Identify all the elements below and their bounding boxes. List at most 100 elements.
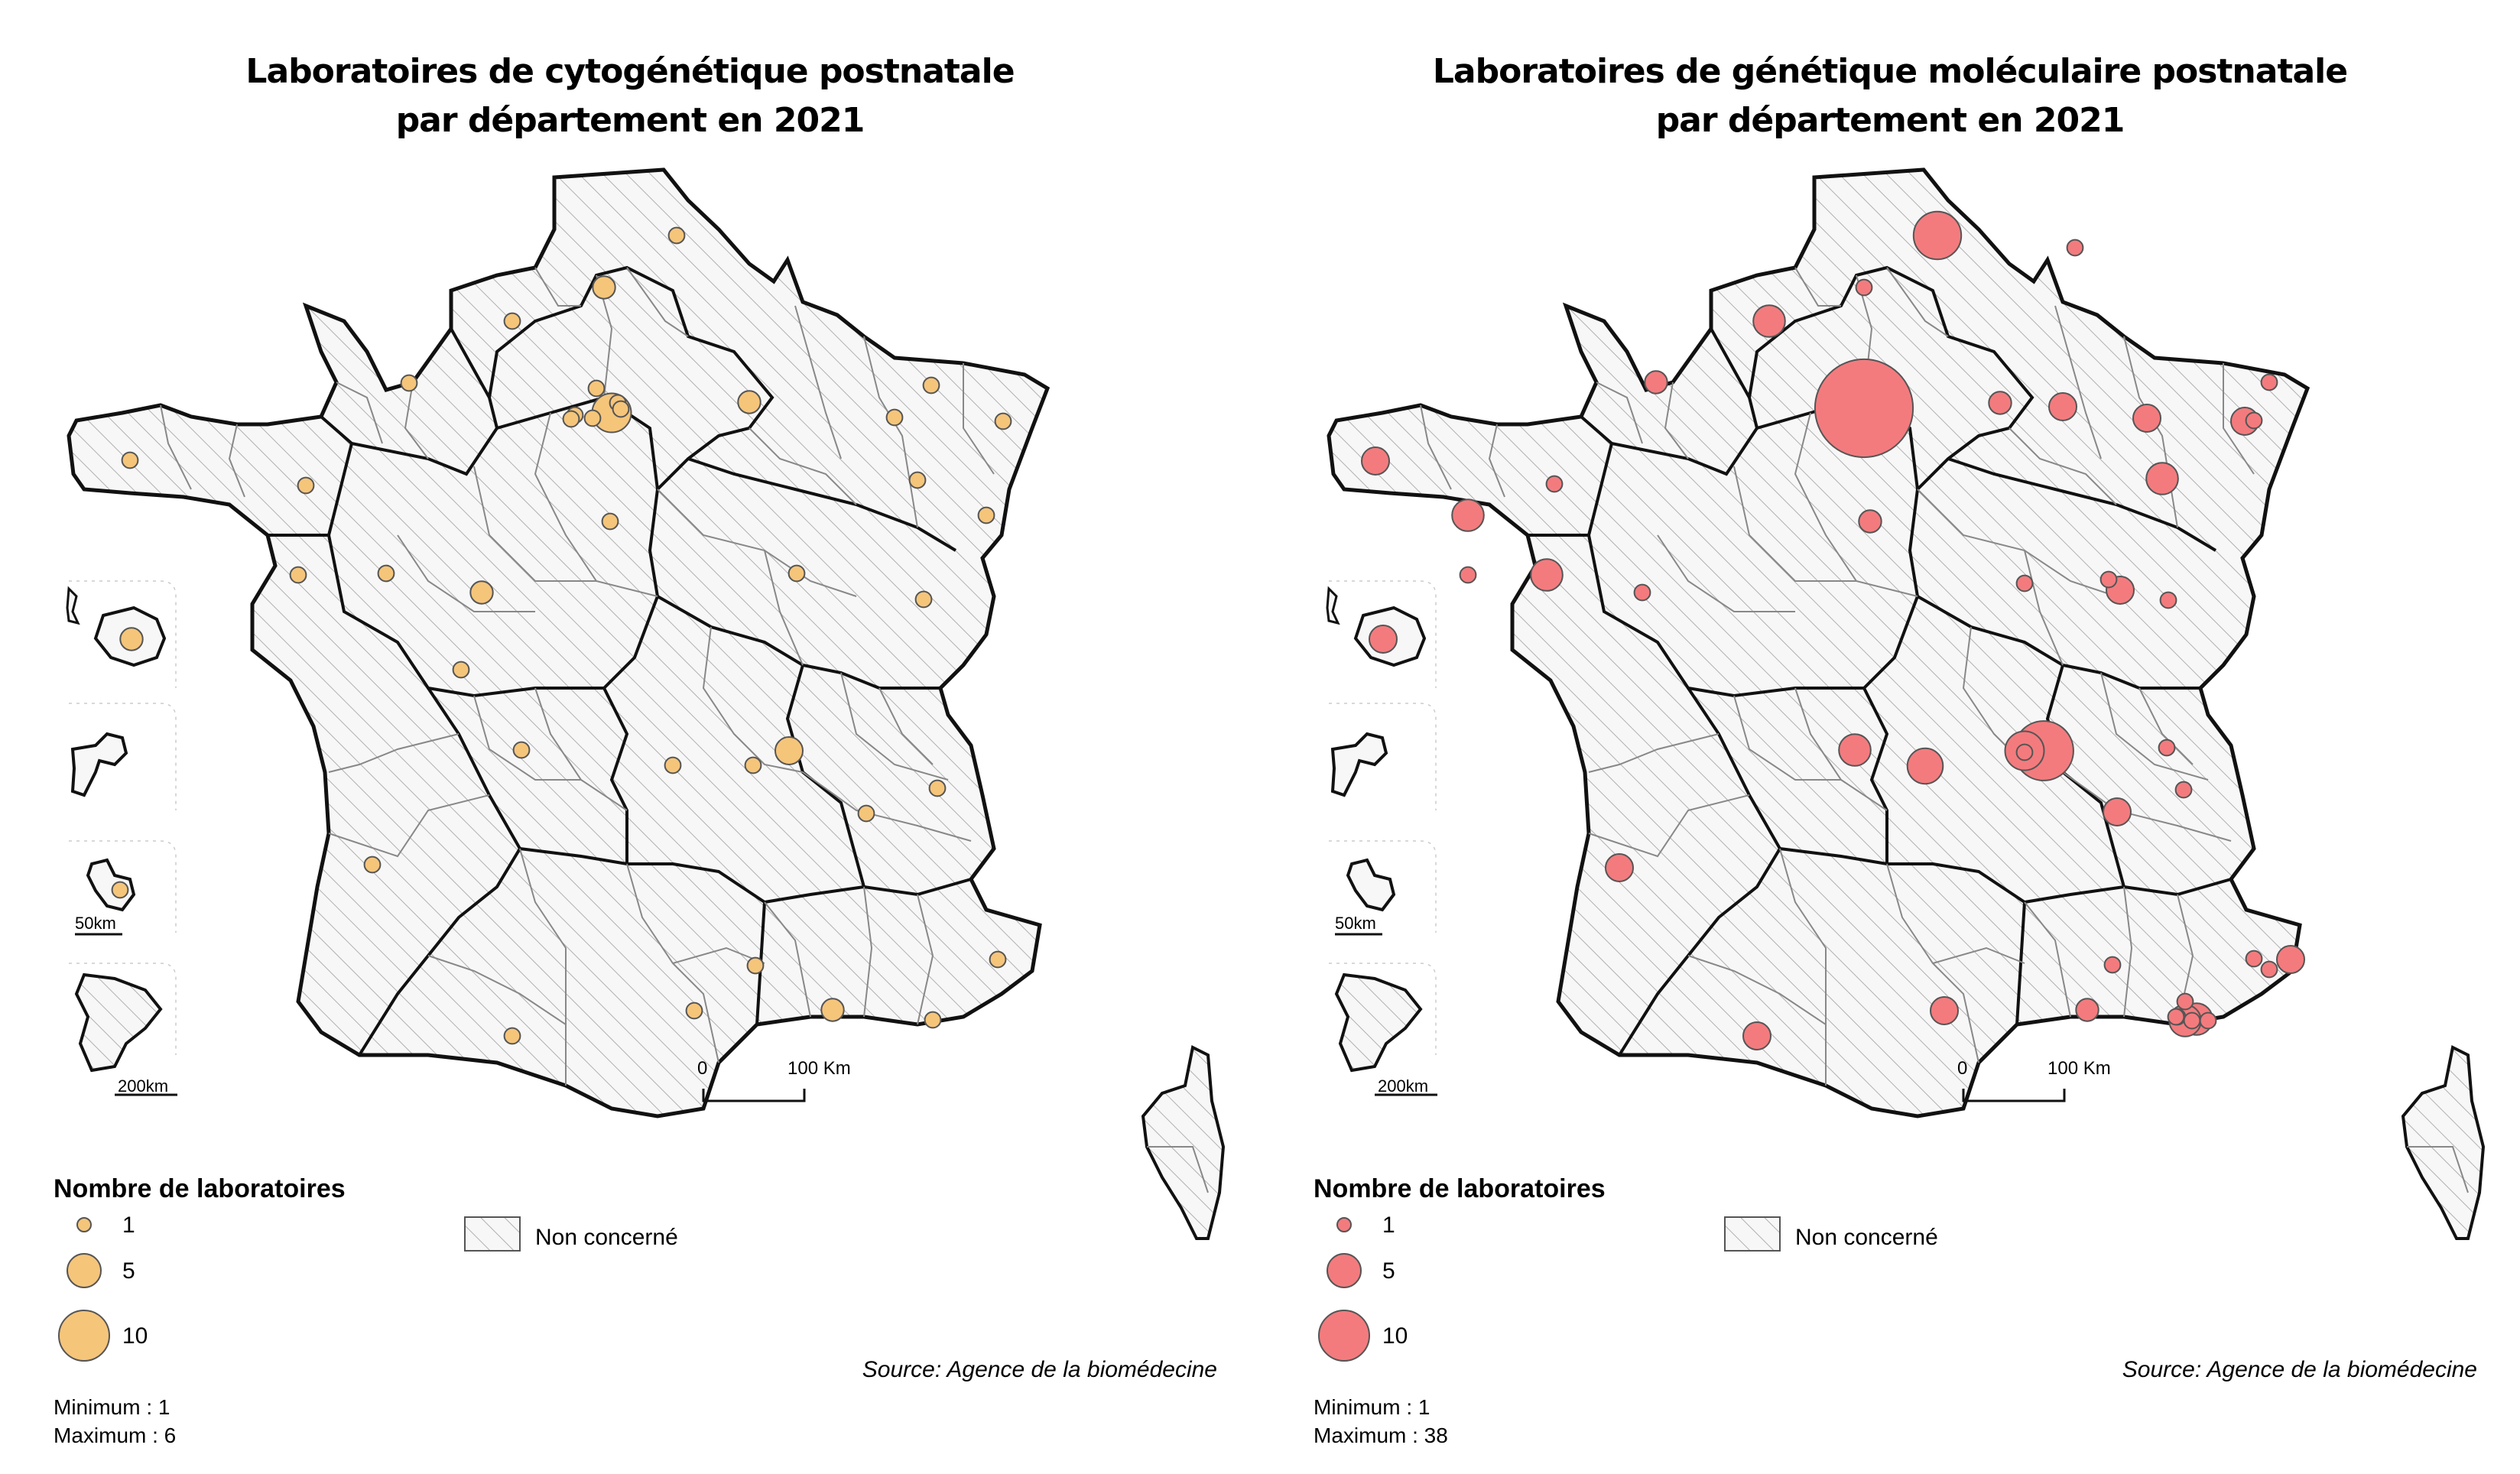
lab-count-bubble [2245, 411, 2263, 430]
lab-count-bubble [1459, 566, 1477, 584]
scale-100km-label: 100 Km [2048, 1058, 2111, 1079]
lab-count-bubble [2158, 739, 2176, 757]
department-boundaries [160, 267, 995, 1086]
lab-count-bubble [377, 564, 395, 583]
lab-count-bubble [788, 564, 806, 583]
lab-count-bubble [1361, 446, 1390, 476]
lab-count-bubble [1605, 853, 1634, 882]
map-title-line1: Laboratoires de génétique moléculaire po… [1432, 52, 2348, 91]
lab-count-bubble [2132, 404, 2161, 433]
panel-cytogenetique: Laboratoires de cytogénétique postnatale… [54, 52, 1226, 1447]
lab-count-bubble [908, 471, 927, 489]
inset-martinique [66, 586, 80, 625]
stat-maximum: Maximum : 38 [1314, 1424, 1448, 1447]
france-outline [67, 167, 1051, 1118]
lab-count-bubble [914, 590, 933, 609]
lab-count-bubble [924, 1011, 942, 1029]
lab-count-bubble [1545, 475, 1564, 493]
lab-count-bubble [562, 410, 580, 428]
lab-count-bubble [400, 374, 418, 392]
lab-count-bubble [2015, 574, 2034, 593]
legend-title: Nombre de laboratoires [1314, 1174, 1606, 1203]
lab-count-bubble [469, 580, 494, 605]
lab-count-bubble [977, 506, 995, 524]
inset-martinique [1326, 586, 1340, 625]
legend-hatch-swatch [1724, 1216, 1781, 1252]
lab-count-bubble [1814, 358, 1914, 459]
lab-count-bubble [994, 412, 1012, 430]
lab-count-bubble [2199, 1011, 2217, 1030]
lab-count-bubble [2015, 743, 2034, 761]
lab-count-bubble [592, 275, 616, 300]
lab-count-bubble [512, 741, 531, 759]
legend-value-1: 1 [1382, 1213, 1395, 1238]
legend-symbols [58, 1217, 110, 1362]
lab-count-bubble [2075, 998, 2099, 1022]
lab-count-bubble [667, 226, 686, 245]
lab-count-bubble [612, 400, 630, 418]
lab-count-bubble [1451, 498, 1485, 532]
lab-count-bubble [820, 998, 845, 1022]
inset-frames [1329, 580, 1437, 1055]
panel-genetique-moleculaire: Laboratoires de génétique moléculaire po… [1260, 0, 2520, 1474]
lab-count-bubble [587, 379, 606, 398]
source-note: Source: Agence de la biomédecine [862, 1357, 1217, 1382]
lab-count-bubble [989, 950, 1007, 969]
lab-count-bubble [111, 881, 129, 899]
legend-value-10: 10 [122, 1323, 148, 1349]
inset-scale-small: 50km [75, 914, 116, 933]
inset-frames [69, 580, 177, 1055]
inset-islands [66, 586, 167, 1073]
legend-symbols [1318, 1217, 1370, 1362]
lab-count-bubble [2066, 239, 2084, 257]
inset-scale-large: 200km [118, 1076, 169, 1096]
lab-count-bubble [2159, 591, 2177, 609]
legend-title: Nombre de laboratoires [54, 1174, 346, 1203]
bubbles-layer [1361, 210, 2305, 1050]
legend-circle-5 [67, 1253, 102, 1288]
lab-count-bubble [664, 756, 682, 774]
legend-hatch-swatch [464, 1216, 521, 1252]
lab-count-bubble [2260, 960, 2278, 979]
legend-circle-1 [1336, 1217, 1352, 1232]
lab-count-bubble [1633, 583, 1651, 602]
corsica-outline [1141, 1045, 1226, 1240]
source-note: Source: Agence de la biomédecine [2122, 1357, 2477, 1382]
lab-count-bubble [2145, 462, 2179, 495]
inset-islands [1326, 586, 1427, 1073]
lab-count-bubble [2174, 781, 2193, 799]
legend-value-10: 10 [1382, 1323, 1408, 1349]
scale-100km-label: 100 Km [788, 1058, 851, 1079]
lab-count-bubble [2183, 1011, 2201, 1030]
map-svg [58, 167, 1226, 1362]
lab-count-bubble [363, 856, 382, 874]
legend-non-concerne: Non concerné [1795, 1225, 1938, 1250]
map-title-line1: Laboratoires de cytogénétique postnatale [245, 52, 1015, 91]
lab-count-bubble [744, 756, 762, 774]
lab-count-bubble [121, 451, 139, 469]
map-svg [1318, 167, 2486, 1362]
stat-minimum: Minimum : 1 [1314, 1395, 1430, 1419]
lab-count-bubble [119, 627, 144, 651]
legend-value-5: 5 [1382, 1258, 1395, 1284]
inset-scale-large: 200km [1378, 1076, 1429, 1096]
scale-bar [75, 933, 806, 1102]
lab-count-bubble [452, 661, 470, 679]
lab-count-bubble [1912, 210, 1963, 261]
lab-count-bubble [2245, 950, 2263, 968]
lab-count-bubble [503, 1027, 521, 1045]
lab-count-bubble [601, 512, 619, 531]
lab-count-bubble [1369, 625, 1398, 654]
inset-guadeloupe [1330, 732, 1388, 797]
lab-count-bubble [1838, 733, 1872, 767]
legend-non-concerne: Non concerné [535, 1225, 678, 1250]
lab-count-bubble [1530, 558, 1564, 592]
lab-count-bubble [885, 408, 904, 427]
stat-maximum: Maximum : 6 [54, 1424, 177, 1447]
map-title-line2: par département en 2021 [1655, 101, 2125, 140]
lab-count-bubble [1930, 996, 1959, 1025]
legend-circle-5 [1327, 1253, 1362, 1288]
lab-count-bubble [1906, 747, 1944, 785]
lab-count-bubble [1858, 509, 1882, 534]
lab-count-bubble [775, 736, 804, 765]
